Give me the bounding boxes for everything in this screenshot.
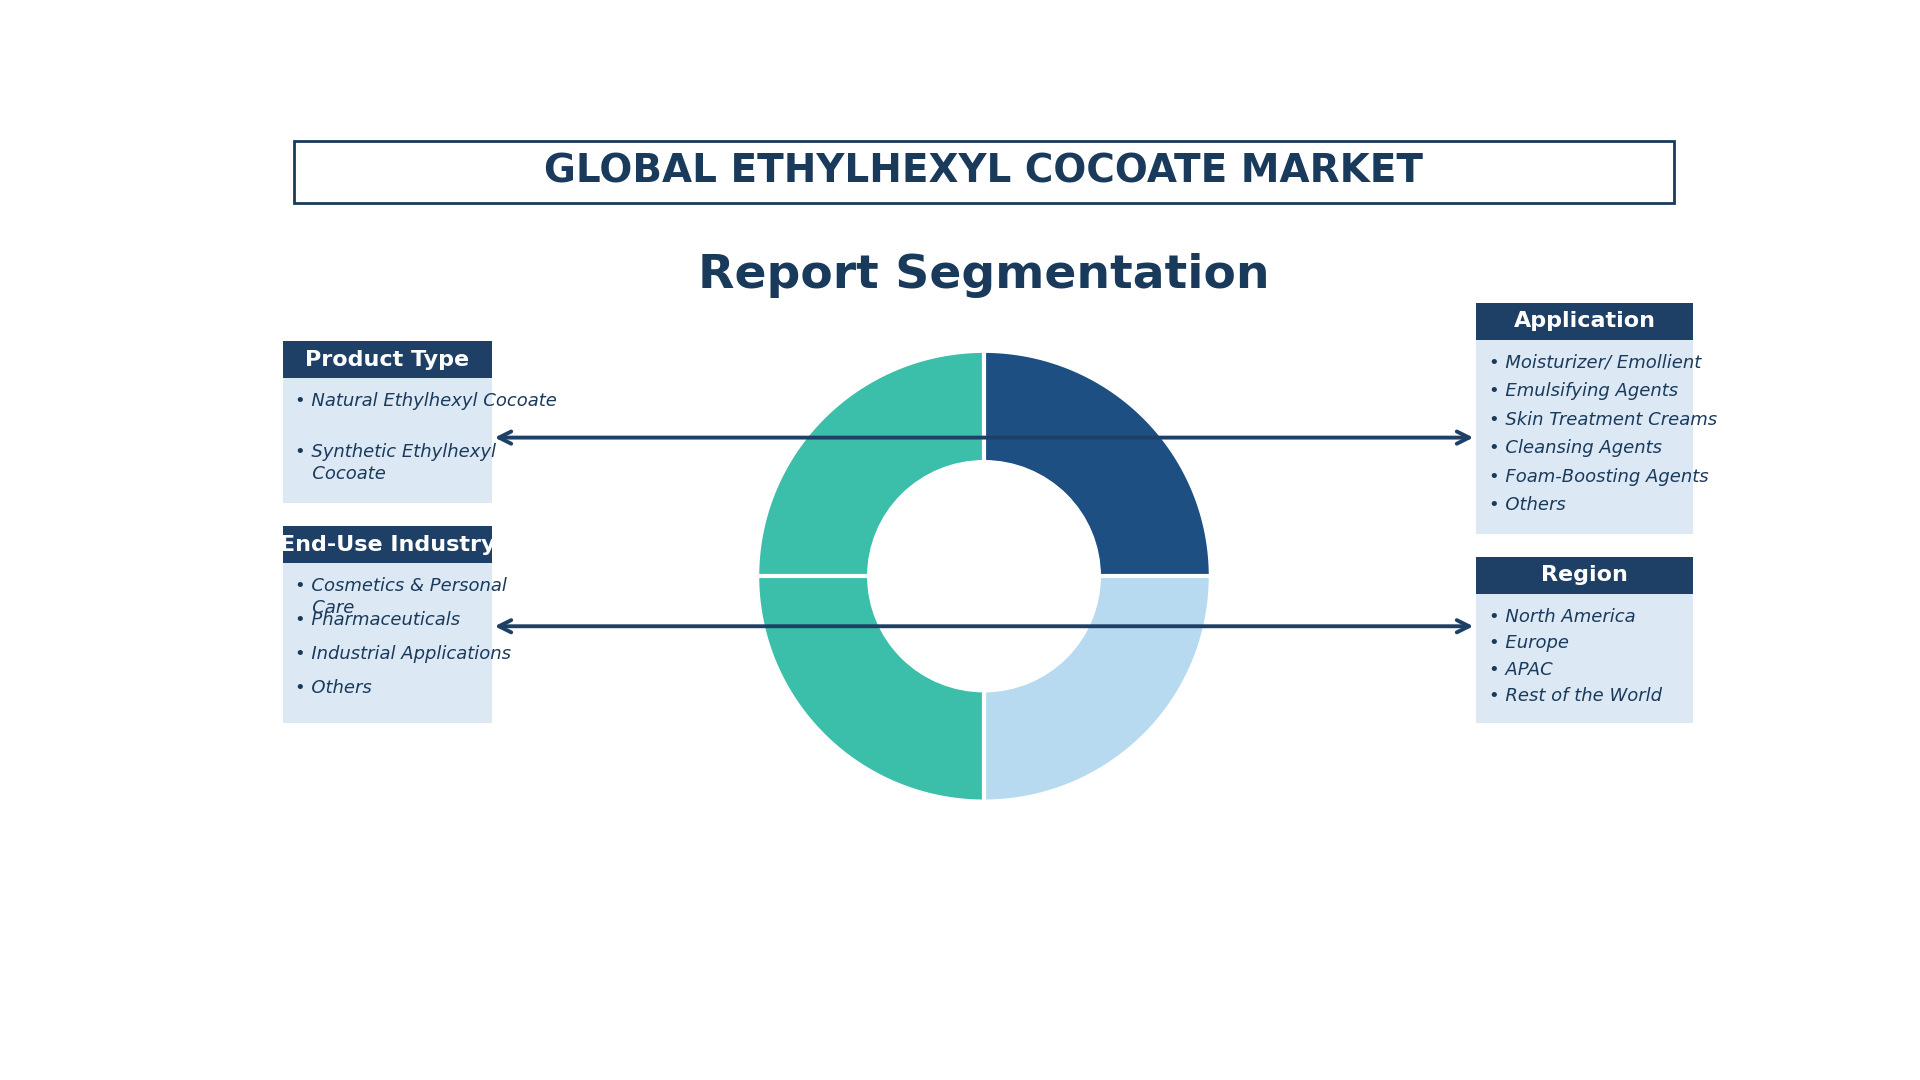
Text: • APAC: • APAC <box>1488 661 1551 678</box>
Text: • Synthetic Ethylhexyl
   Cocoate: • Synthetic Ethylhexyl Cocoate <box>296 443 495 483</box>
Text: Region: Region <box>1542 566 1628 585</box>
Text: • Others: • Others <box>1488 496 1565 514</box>
Text: • Rest of the World: • Rest of the World <box>1488 687 1661 705</box>
Text: GLOBAL ETHYLHEXYL COCOATE MARKET: GLOBAL ETHYLHEXYL COCOATE MARKET <box>545 153 1423 191</box>
FancyBboxPatch shape <box>282 341 492 378</box>
Text: Product Type: Product Type <box>305 350 468 369</box>
FancyBboxPatch shape <box>1476 557 1693 594</box>
FancyBboxPatch shape <box>282 341 492 503</box>
Text: • Industrial Applications: • Industrial Applications <box>296 645 511 663</box>
FancyBboxPatch shape <box>1476 302 1693 534</box>
Text: • Natural Ethylhexyl Cocoate: • Natural Ethylhexyl Cocoate <box>296 392 557 410</box>
FancyBboxPatch shape <box>282 526 492 563</box>
Text: • Cosmetics & Personal
   Care: • Cosmetics & Personal Care <box>296 577 507 617</box>
Polygon shape <box>758 353 983 577</box>
Text: Application: Application <box>1513 311 1655 332</box>
Text: Report Segmentation: Report Segmentation <box>699 254 1269 298</box>
Text: • Europe: • Europe <box>1488 634 1569 652</box>
FancyBboxPatch shape <box>1476 557 1693 723</box>
Polygon shape <box>983 353 1210 577</box>
Polygon shape <box>983 577 1210 799</box>
Text: • Emulsifying Agents: • Emulsifying Agents <box>1488 382 1678 401</box>
Polygon shape <box>758 577 983 799</box>
Text: • Moisturizer/ Emollient: • Moisturizer/ Emollient <box>1488 353 1701 372</box>
Text: • Skin Treatment Creams: • Skin Treatment Creams <box>1488 410 1716 429</box>
Text: End-Use Industry: End-Use Industry <box>280 535 495 555</box>
FancyBboxPatch shape <box>294 141 1674 203</box>
FancyBboxPatch shape <box>1476 302 1693 340</box>
Circle shape <box>868 461 1100 691</box>
Text: • Others: • Others <box>296 679 372 698</box>
FancyBboxPatch shape <box>282 526 492 723</box>
Text: • Cleansing Agents: • Cleansing Agents <box>1488 440 1661 457</box>
Text: • Pharmaceuticals: • Pharmaceuticals <box>296 611 461 629</box>
Text: • Foam-Boosting Agents: • Foam-Boosting Agents <box>1488 468 1709 486</box>
Text: • North America: • North America <box>1488 608 1636 625</box>
